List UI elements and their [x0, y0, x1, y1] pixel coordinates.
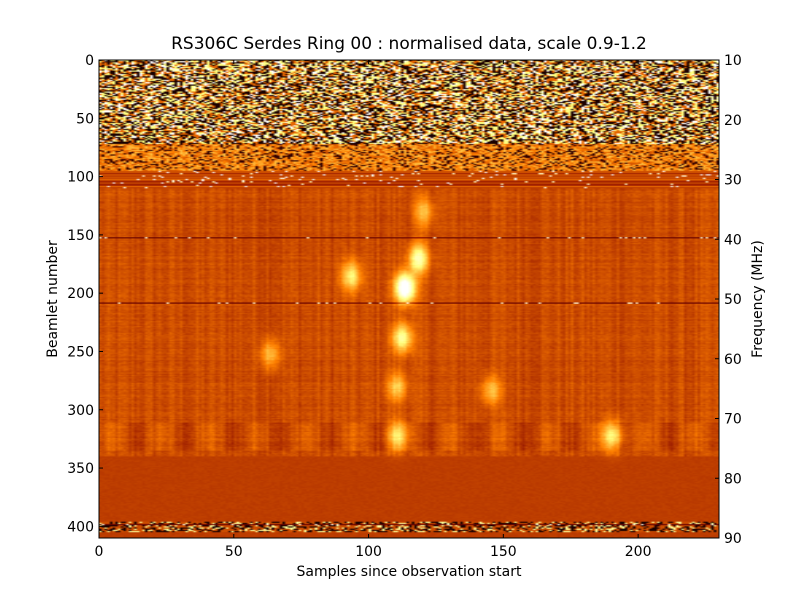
y-axis-label: Beamlet number	[45, 240, 61, 358]
x-tick-label: 50	[225, 544, 243, 560]
x-tick-label: 200	[625, 544, 652, 560]
x-tick-label: 100	[355, 544, 382, 560]
plot-frame	[98, 59, 720, 539]
y-tick-label: 400	[67, 519, 94, 535]
y-right-tick-label: 30	[724, 173, 742, 189]
x-tick-label: 0	[95, 544, 104, 560]
y-tick-label: 300	[67, 403, 94, 419]
y-right-tick-label: 10	[724, 53, 742, 69]
y-tick-label: 350	[67, 461, 94, 477]
y-tick-label: 0	[85, 53, 94, 69]
chart-title: RS306C Serdes Ring 00 : normalised data,…	[171, 34, 647, 54]
y-tick-label: 250	[67, 344, 94, 360]
y-right-tick-label: 70	[724, 412, 742, 428]
y-axis-right-label: Frequency (MHz)	[750, 240, 766, 358]
y-right-tick-label: 50	[724, 292, 742, 308]
y-right-tick-label: 80	[724, 471, 742, 487]
x-axis-label: Samples since observation start	[297, 564, 522, 580]
y-tick-label: 100	[67, 170, 94, 186]
y-right-tick-label: 60	[724, 352, 742, 368]
y-tick-label: 200	[67, 286, 94, 302]
x-tick-label: 150	[490, 544, 517, 560]
y-tick-label: 150	[67, 228, 94, 244]
y-tick-label: 50	[76, 111, 94, 127]
y-right-tick-label: 90	[724, 531, 742, 547]
y-right-tick-label: 20	[724, 113, 742, 129]
y-right-tick-label: 40	[724, 232, 742, 248]
heatmap-image	[99, 60, 719, 538]
